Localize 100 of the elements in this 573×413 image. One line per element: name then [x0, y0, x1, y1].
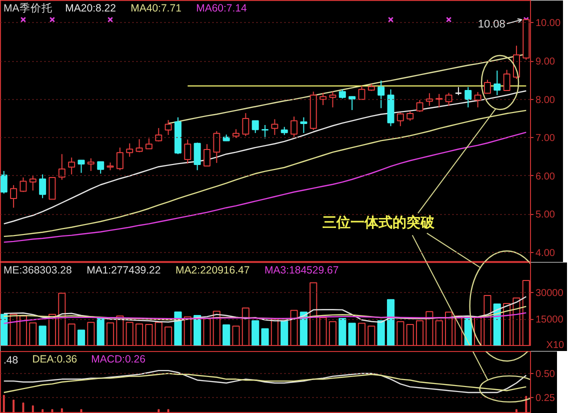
y-tick-label: 0.50 — [536, 368, 556, 380]
bar — [503, 302, 511, 346]
bar — [58, 292, 66, 346]
candlestick — [300, 116, 308, 134]
bar — [454, 316, 462, 346]
bar — [512, 297, 520, 346]
candlestick — [116, 147, 124, 171]
bar — [290, 310, 298, 346]
candlestick — [78, 160, 85, 174]
y-tick-label: 30000 — [536, 288, 564, 300]
bar — [300, 312, 308, 346]
bar — [10, 314, 18, 346]
bar — [522, 280, 530, 346]
bar — [310, 282, 318, 346]
bar — [29, 322, 37, 346]
text: MA1:277439.22 — [86, 264, 161, 276]
candlestick — [503, 69, 510, 92]
bar — [435, 320, 443, 346]
bar — [358, 322, 366, 346]
line-series — [3, 296, 527, 323]
series-label: .48 — [4, 354, 18, 366]
candlestick — [445, 92, 452, 106]
bar — [280, 320, 288, 346]
annotation: 三位一体式的突破 — [322, 214, 436, 232]
bar — [96, 318, 104, 346]
chart-title: MA季价托 — [4, 2, 52, 14]
candlestick — [494, 70, 501, 96]
candlestick — [320, 92, 327, 106]
bar — [106, 322, 114, 346]
line-series — [3, 110, 527, 238]
y-axis-title: X10 — [546, 340, 565, 351]
bar — [386, 299, 395, 346]
bar — [396, 321, 404, 346]
text: MA2:220916.47 — [176, 264, 250, 276]
bar — [242, 308, 250, 346]
bar — [174, 311, 182, 346]
bar — [368, 326, 376, 346]
bar — [38, 326, 46, 346]
candlestick — [68, 157, 76, 175]
bar — [164, 326, 172, 346]
candlestick — [10, 184, 18, 208]
candlestick — [145, 138, 152, 150]
candlestick — [164, 120, 172, 136]
y-tick-label: 5.00 — [536, 210, 556, 221]
candlestick — [252, 120, 259, 134]
candlestick — [262, 124, 269, 139]
bar — [416, 320, 424, 346]
bar — [222, 324, 230, 346]
candlestick — [48, 176, 56, 200]
candlestick — [184, 139, 192, 164]
y-tick-label: 9.00 — [536, 56, 556, 68]
text: 10.08 — [478, 18, 506, 31]
candlestick — [329, 91, 336, 108]
bar — [48, 314, 56, 346]
candlestick — [396, 112, 404, 127]
bar — [474, 317, 482, 346]
bar — [270, 318, 278, 346]
candlestick — [39, 174, 46, 199]
candlestick — [378, 80, 385, 109]
candlestick — [348, 96, 356, 111]
candlestick — [213, 130, 220, 164]
bar — [194, 314, 202, 346]
y-tick-label: 0.25 — [536, 392, 556, 404]
bar — [261, 328, 269, 346]
y-tick-label: 4.00 — [536, 248, 556, 260]
candlestick — [0, 170, 8, 194]
bar — [406, 324, 414, 346]
bar — [126, 322, 134, 346]
bar — [77, 330, 86, 346]
candlestick — [290, 116, 298, 138]
bar — [68, 323, 76, 346]
candlestick — [194, 142, 201, 171]
text: MA3:184529.67 — [264, 264, 339, 276]
candlestick — [29, 174, 36, 191]
candlestick — [242, 112, 250, 137]
text: MA60:7.14 — [196, 2, 248, 14]
text: MA20:8.22 — [65, 2, 116, 14]
bar — [319, 317, 327, 346]
text: MA40:7.71 — [130, 2, 182, 14]
candlestick — [358, 85, 366, 100]
candlestick — [136, 138, 143, 153]
bar — [484, 295, 492, 346]
candlestick — [271, 118, 278, 136]
bar — [232, 326, 240, 346]
bar — [19, 316, 28, 346]
bar — [116, 316, 124, 346]
candlestick — [203, 144, 210, 166]
y-tick-label: 8.00 — [536, 94, 556, 106]
bar — [136, 323, 144, 346]
candlestick — [416, 100, 424, 112]
candlestick — [58, 154, 66, 180]
bar — [338, 318, 346, 346]
line-series — [3, 312, 527, 324]
bar — [0, 314, 8, 346]
candlestick — [436, 93, 443, 108]
bar — [145, 324, 153, 346]
y-tick-label: 7.00 — [536, 133, 556, 144]
bar — [212, 310, 220, 346]
bar — [426, 311, 434, 346]
bar — [377, 320, 385, 346]
